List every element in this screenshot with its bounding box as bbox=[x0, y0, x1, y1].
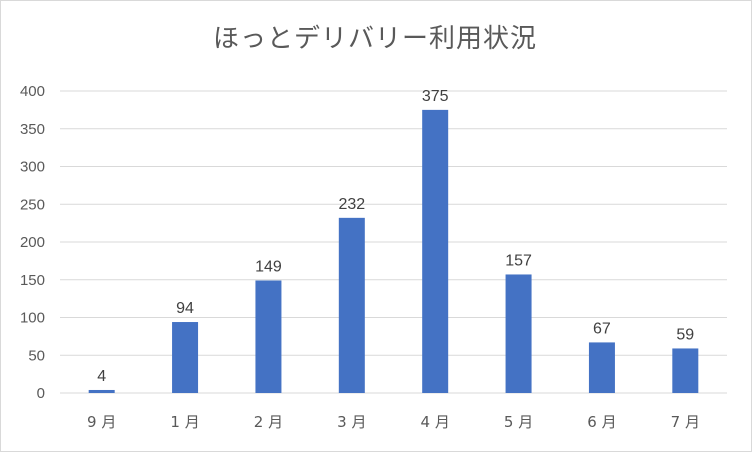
bar bbox=[172, 322, 199, 393]
bar bbox=[255, 280, 282, 393]
data-label: 67 bbox=[593, 320, 611, 337]
y-tick-label: 100 bbox=[20, 310, 45, 327]
x-tick-label: 6 月 bbox=[587, 413, 616, 431]
y-tick-label: 200 bbox=[20, 234, 45, 251]
y-axis-ticks: 0 50 100 150 200 250 300 350 400 bbox=[20, 83, 45, 402]
gridlines bbox=[60, 90, 727, 394]
x-tick-label: 2 月 bbox=[254, 413, 283, 431]
data-label: 94 bbox=[176, 300, 194, 317]
data-label: 59 bbox=[676, 326, 694, 343]
x-tick-label: 9 月 bbox=[87, 413, 116, 431]
bar bbox=[505, 274, 532, 393]
x-axis-ticks: 9 月 1 月 2 月 3 月 4 月 5 月 6 月 7 月 bbox=[87, 413, 700, 431]
bar bbox=[672, 348, 699, 393]
chart-title: ほっとデリバリー利用状況 bbox=[212, 24, 537, 54]
bar bbox=[88, 389, 115, 393]
data-label: 375 bbox=[422, 88, 449, 105]
x-tick-label: 3 月 bbox=[337, 413, 366, 431]
bar bbox=[422, 109, 449, 393]
x-tick-label: 4 月 bbox=[421, 413, 450, 431]
data-label: 4 bbox=[97, 368, 106, 385]
data-labels: 4 94 149 232 375 157 67 59 bbox=[97, 88, 694, 385]
x-tick-label: 5 月 bbox=[504, 413, 533, 431]
y-tick-label: 50 bbox=[28, 347, 45, 364]
bar bbox=[338, 217, 365, 393]
y-tick-label: 250 bbox=[20, 196, 45, 213]
x-tick-label: 7 月 bbox=[671, 413, 700, 431]
x-tick-label: 1 月 bbox=[170, 413, 199, 431]
y-tick-label: 350 bbox=[20, 121, 45, 138]
bar bbox=[588, 342, 615, 393]
y-tick-label: 150 bbox=[20, 272, 45, 289]
y-tick-label: 400 bbox=[20, 83, 45, 100]
bars bbox=[88, 109, 699, 393]
data-label: 149 bbox=[255, 259, 282, 276]
data-label: 157 bbox=[505, 252, 532, 269]
y-tick-label: 300 bbox=[20, 159, 45, 176]
y-tick-label: 0 bbox=[37, 385, 45, 402]
data-label: 232 bbox=[338, 196, 365, 213]
